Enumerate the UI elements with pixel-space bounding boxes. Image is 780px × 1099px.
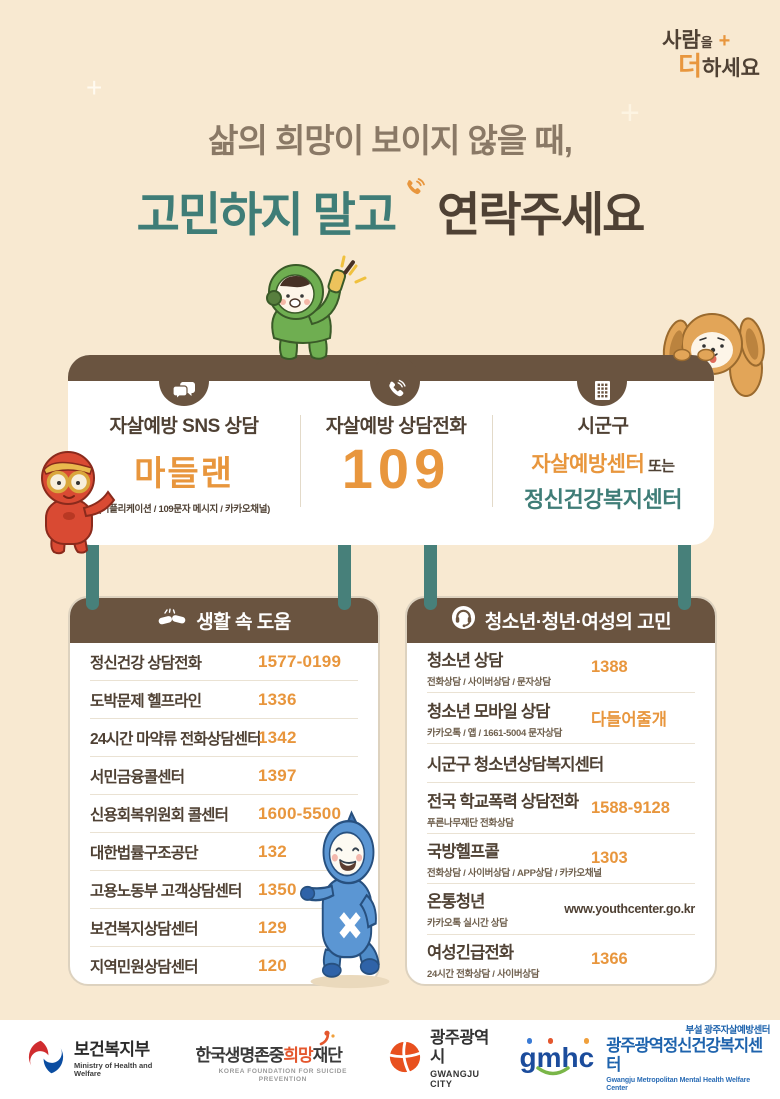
gmhc-name-kr: 광주광역정신건강복지센터: [606, 1037, 763, 1075]
sns-counsel-name: 마들랜: [134, 455, 234, 493]
gmhc-logo: gmhc 부설 광주자살예방센터 광주광역정신건강복지센터 Gwangju Me…: [520, 1024, 771, 1094]
sns-counsel-heading: 자살예방 SNS 상담: [109, 416, 259, 437]
list-item: 대한법률구조공단 132: [90, 833, 358, 871]
brand-plus-icon: +: [718, 30, 731, 52]
list-item: 고용노동부 고객상담센터 1350: [90, 871, 358, 909]
gwangju-name-kr: 광주광역시: [430, 1029, 489, 1067]
daily-life-help-list: 정신건강 상담전화 1577-0199 도박문제 헬프라인 1336 24시간 마약…: [70, 643, 378, 984]
sns-counsel-note: (어플리케이션 / 109문자 메시지 / 카카오채널): [97, 504, 271, 515]
hotline-column: 자살예방 상담전화 109: [300, 411, 492, 515]
daily-life-help-title: 생활 속 도움: [196, 612, 291, 633]
list-item: 여성긴급전화 24시간 전화상담 / 사이버상담 1366: [427, 943, 628, 980]
list-item: 시군구 청소년상담복지센터: [427, 744, 695, 784]
phone-waves-icon: [401, 160, 435, 215]
youth-women-concern-title: 청소년·청년·여성의 고민: [484, 612, 672, 633]
kfsp-name-kr: 한국생명존중희망재단: [195, 1045, 343, 1065]
list-item: 지역민원상담센터 120: [90, 955, 287, 976]
list-item: 전국 학교폭력 상담전화 푸른나무재단 전화상담 1588-9128: [427, 783, 695, 834]
headline-dark-text: 연락주세요: [437, 188, 645, 241]
list-item: 도박문제 헬프라인 1336: [90, 681, 358, 719]
list-item: 청소년 상담 전화상담 / 사이버상담 / 문자상담 1388: [427, 643, 695, 694]
footer-logos: 보건복지부 Ministry of Health and Welfare 한국생…: [0, 1020, 780, 1099]
gmhc-dot: [583, 1038, 590, 1044]
list-item: 청소년 모바일 상담 카카오톡 / 앱 / 1661-5004 문자상담 다들어줄…: [427, 693, 695, 744]
gwangju-logo: 광주광역시 GWANGJU CITY: [388, 1029, 501, 1090]
center-line2: 자살예방센터 또는: [531, 453, 675, 476]
building-icon: [577, 356, 627, 406]
headline-teal-text: 고민하지 말고: [136, 188, 397, 241]
chat-bubbles-icon: [159, 356, 209, 406]
blue-mascot-icon: [300, 809, 400, 994]
hanging-peg: [338, 534, 351, 610]
list-item: 24시간 마약류 전화상담센터 1342: [90, 719, 358, 757]
brand-logo: 사람을 + 더하세요: [656, 30, 760, 79]
list-item: 온통청년 카카오톡 실시간 상담 www.youthcenter.go.kr: [427, 884, 695, 935]
youth-women-concern-list: 청소년 상담 전화상담 / 사이버상담 / 문자상담 1388 청소년 모바일 상…: [407, 643, 715, 984]
list-item: 신용회복위원회 콜센터 1600-5500: [90, 795, 358, 833]
green-mascot-icon: [238, 254, 373, 367]
gmhc-dot: [526, 1038, 533, 1044]
hanging-peg: [678, 534, 691, 610]
gmhc-affiliate: 부설 광주자살예방센터: [685, 1024, 771, 1036]
plus-decoration: +: [86, 72, 103, 103]
gmhc-name-en: Gwangju Metropolitan Mental Health Welfa…: [606, 1077, 751, 1093]
sns-counsel-column: 자살예방 SNS 상담 마들랜 (어플리케이션 / 109문자 메시지 / 카카…: [68, 411, 300, 515]
hotline-summary-card: 자살예방 SNS 상담 마들랜 (어플리케이션 / 109문자 메시지 / 카카…: [68, 355, 714, 545]
headline: 삶의 희망이 보이지 않을 때, 고민하지 말고 연락주세요: [0, 114, 780, 245]
list-item: 정신건강 상담전화 1577-0199: [90, 643, 358, 681]
headset-icon: [451, 605, 476, 636]
gwangju-name-en: GWANGJU CITY: [430, 1069, 480, 1090]
kfsp-logo: 한국생명존중희망재단 KOREA FOUNDATION FOR SUICIDE …: [195, 1030, 371, 1083]
youth-women-concern-header: 청소년·청년·여성의 고민: [407, 598, 715, 643]
kfsp-name-en: KOREA FOUNDATION FOR SUICIDE PREVENTION: [218, 1068, 348, 1083]
column-divider: [492, 415, 493, 507]
hanging-peg: [424, 534, 437, 610]
red-mascot-icon: [22, 442, 117, 561]
column-divider: [300, 415, 301, 507]
center-heading: 시군구: [577, 416, 629, 437]
hanging-peg: [86, 534, 99, 610]
center-line3: 정신건강복지센터: [524, 487, 682, 512]
mohw-name-en: Ministry of Health and Welfare: [74, 1060, 153, 1079]
brand-line1: 사람을 +: [662, 29, 731, 52]
dog-paws-icon: [672, 348, 718, 367]
plus-decoration: +: [620, 94, 640, 132]
gmhc-wordmark: gmhc: [520, 1038, 599, 1080]
daily-life-help-header: 생활 속 도움: [70, 598, 378, 643]
youth-women-concern-card: 청소년·청년·여성의 고민 청소년 상담 전화상담 / 사이버상담 / 문자상담 …: [405, 596, 717, 986]
headline-subtitle: 삶의 희망이 보이지 않을 때,: [208, 122, 573, 159]
hotline-number: 109: [341, 437, 451, 500]
center-column: 시군구 자살예방센터 또는 정신건강복지센터: [492, 411, 714, 515]
handshake-icon: [157, 607, 187, 635]
gwangju-emblem-icon: [388, 1040, 422, 1079]
mohw-logo: 보건복지부 Ministry of Health and Welfare: [26, 1037, 178, 1082]
gmhc-dot: [547, 1038, 554, 1044]
mohw-name-kr: 보건복지부: [74, 1040, 150, 1060]
phone-icon: [370, 356, 420, 406]
hotline-heading: 자살예방 상담전화: [325, 416, 467, 437]
list-item: 서민금융콜센터 1397: [90, 757, 358, 795]
headline-main: 고민하지 말고 연락주세요: [0, 176, 780, 245]
list-item: 국방헬프콜 전화상담 / 사이버상담 / APP상담 / 카카오채널 1303: [427, 834, 695, 885]
gmhc-smile-icon: [535, 1054, 570, 1082]
hope-figure-icon: [318, 1030, 336, 1051]
brand-line2: 더하세요: [678, 51, 760, 81]
list-item: 보건복지상담센터 129: [90, 909, 358, 947]
mohw-emblem-icon: [26, 1037, 66, 1082]
